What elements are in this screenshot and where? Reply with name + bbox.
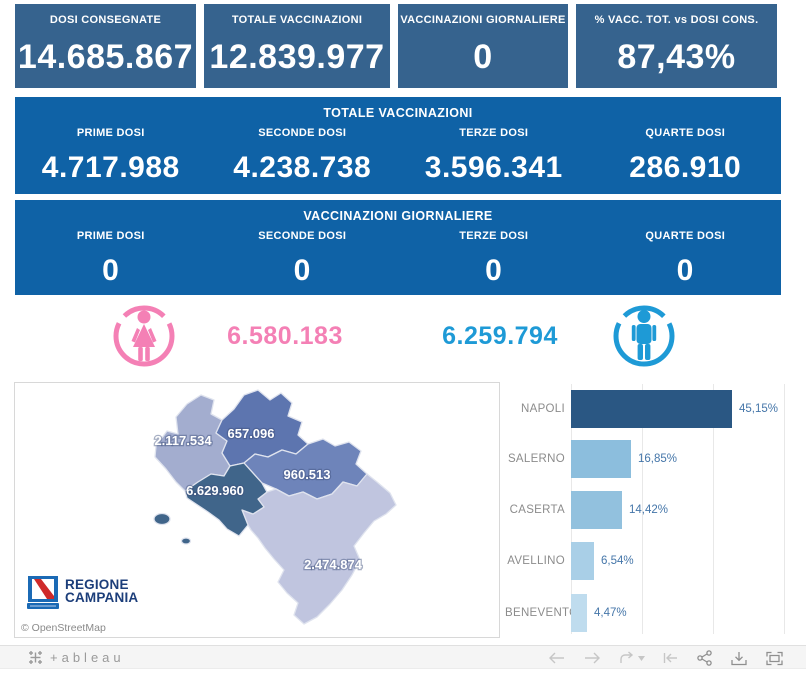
- column-label: QUARTE DOSI: [645, 230, 726, 242]
- kpi-row: DOSI CONSEGNATE 14.685.867 TOTALE VACCIN…: [15, 4, 781, 88]
- revert-icon[interactable]: [662, 651, 679, 665]
- male-icon: [613, 303, 675, 378]
- undo-icon[interactable]: [548, 651, 566, 665]
- kpi-value: 0: [473, 38, 493, 76]
- bar-category-label: SALERNO: [507, 453, 565, 465]
- map-value-salerno: 2.474.874: [304, 557, 363, 572]
- kpi-label: VACCINAZIONI GIORNALIERE: [400, 14, 566, 26]
- replay-icon[interactable]: [618, 651, 645, 665]
- campania-map[interactable]: 2.117.534 657.096 960.513 6.629.960 2.47…: [14, 382, 500, 638]
- daily-prime-dosi: PRIME DOSI 0: [15, 230, 207, 288]
- bar-row: AVELLINO 6,54%: [505, 542, 806, 580]
- gridline: [784, 384, 785, 634]
- kpi-label: TOTALE VACCINAZIONI: [231, 14, 363, 26]
- totals-terze-dosi: TERZE DOSI 3.596.341: [398, 127, 590, 185]
- column-value: 4.717.988: [41, 151, 180, 184]
- kpi-value: 14.685.867: [17, 38, 194, 76]
- bar-value-label: 6,54%: [601, 555, 634, 567]
- map-island-ischia[interactable]: [153, 512, 171, 526]
- regione-campania-logo: REGIONE CAMPANIA: [27, 575, 138, 611]
- daily-terze-dosi: TERZE DOSI 0: [398, 230, 590, 288]
- map-value-caserta: 2.117.534: [154, 433, 212, 448]
- daily-band: VACCINAZIONI GIORNALIERE PRIME DOSI 0 SE…: [15, 200, 781, 295]
- column-label: SECONDE DOSI: [258, 230, 347, 242]
- column-value: 0: [293, 254, 311, 287]
- totals-band: TOTALE VACCINAZIONI PRIME DOSI 4.717.988…: [15, 97, 781, 194]
- female-total: 6.580.183: [227, 322, 343, 350]
- download-icon[interactable]: [730, 651, 748, 666]
- kpi-label: % VACC. TOT. vs DOSI CONS.: [594, 14, 759, 26]
- gridline: [713, 384, 714, 634]
- totals-quarte-dosi: QUARTE DOSI 286.910: [590, 127, 782, 185]
- replay-caret-icon: [638, 655, 645, 661]
- tableau-toolbar: +ableau: [0, 645, 806, 669]
- bar-value-label: 14,42%: [629, 504, 669, 516]
- totals-band-title: TOTALE VACCINAZIONI: [323, 106, 473, 120]
- column-label: TERZE DOSI: [459, 127, 529, 139]
- column-label: SECONDE DOSI: [258, 127, 347, 139]
- column-value: 0: [102, 254, 120, 287]
- bar-value-label: 16,85%: [638, 453, 678, 465]
- kpi-value: 12.839.977: [209, 38, 385, 76]
- regione-campania-text: REGIONE CAMPANIA: [65, 577, 139, 605]
- daily-band-title: VACCINAZIONI GIORNALIERE: [303, 209, 493, 223]
- kpi-vaccinazioni-giornaliere: VACCINAZIONI GIORNALIERE 0: [398, 4, 568, 88]
- tableau-mark-icon: [29, 651, 42, 664]
- column-value: 0: [485, 254, 503, 287]
- kpi-dosi-consegnate: DOSI CONSEGNATE 14.685.867: [15, 4, 196, 88]
- tableau-wordmark: +ableau: [50, 650, 125, 665]
- regione-campania-emblem: [27, 576, 59, 609]
- column-label: PRIME DOSI: [76, 127, 145, 139]
- map-region-napoli[interactable]: [184, 462, 268, 537]
- column-value: 286.910: [629, 151, 742, 184]
- bar[interactable]: [571, 390, 732, 428]
- map-value-napoli: 6.629.960: [186, 483, 244, 498]
- column-label: PRIME DOSI: [76, 230, 145, 242]
- bar-category-label: CASERTA: [509, 504, 565, 516]
- share-icon[interactable]: [696, 650, 713, 666]
- tableau-logo[interactable]: +ableau: [28, 650, 125, 665]
- bar-category-label: BENEVENTO: [505, 607, 579, 619]
- map-island-capri[interactable]: [180, 537, 192, 545]
- bar-row: CASERTA 14,42%: [505, 491, 806, 529]
- kpi-totale-vaccinazioni: TOTALE VACCINAZIONI 12.839.977: [204, 4, 390, 88]
- osm-attribution: © OpenStreetMap: [21, 622, 106, 634]
- kpi-label: DOSI CONSEGNATE: [49, 14, 162, 26]
- column-label: QUARTE DOSI: [645, 127, 726, 139]
- bar[interactable]: [571, 440, 631, 478]
- province-bar-chart: NAPOLI 45,15% SALERNO 16,85% CASERTA 14,…: [505, 382, 806, 638]
- map-value-avellino: 960.513: [284, 467, 331, 482]
- totals-prime-dosi: PRIME DOSI 4.717.988: [15, 127, 207, 185]
- bar[interactable]: [571, 491, 622, 529]
- gender-row: 6.580.183 6.259.794: [15, 296, 781, 380]
- redo-icon[interactable]: [583, 651, 601, 665]
- column-value: 0: [676, 254, 694, 287]
- kpi-value: 87,43%: [617, 38, 736, 76]
- bar-row: SALERNO 16,85%: [505, 440, 806, 478]
- map-region-salerno[interactable]: [241, 473, 397, 625]
- bar-value-label: 45,15%: [739, 403, 779, 415]
- bar-category-label: NAPOLI: [521, 403, 565, 415]
- bar-category-label: AVELLINO: [507, 555, 565, 567]
- fullscreen-icon[interactable]: [765, 651, 784, 666]
- column-label: TERZE DOSI: [459, 230, 529, 242]
- map-value-benevento: 657.096: [228, 426, 275, 441]
- daily-quarte-dosi: QUARTE DOSI 0: [590, 230, 782, 288]
- column-value: 3.596.341: [424, 151, 563, 184]
- female-icon: [110, 303, 178, 378]
- kpi-percent-vacc-vs-dosi: % VACC. TOT. vs DOSI CONS. 87,43%: [576, 4, 777, 88]
- totals-seconde-dosi: SECONDE DOSI 4.238.738: [207, 127, 399, 185]
- bar[interactable]: [571, 542, 594, 580]
- bar-row: NAPOLI 45,15%: [505, 390, 806, 428]
- gridline: [642, 384, 643, 634]
- daily-seconde-dosi: SECONDE DOSI 0: [207, 230, 399, 288]
- bar[interactable]: [571, 594, 587, 632]
- bar-value-label: 4,47%: [594, 607, 627, 619]
- male-total: 6.259.794: [442, 322, 558, 350]
- column-value: 4.238.738: [233, 151, 372, 184]
- bar-row: BENEVENTO 4,47%: [505, 594, 806, 632]
